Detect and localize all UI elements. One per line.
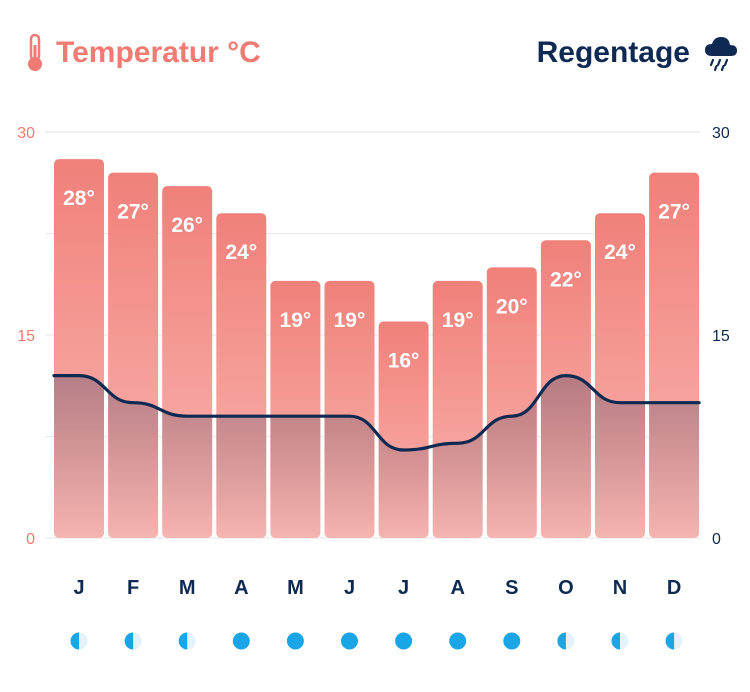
temperature-bar-label: 27° — [658, 201, 690, 224]
month-label: N — [613, 577, 627, 599]
temperature-title-label: Temperatur °C — [56, 36, 261, 69]
water-full-icon — [503, 632, 521, 650]
month-label: M — [287, 577, 304, 599]
temperature-title: Temperatur °C — [24, 30, 261, 76]
month-label: F — [127, 577, 139, 599]
left-axis-tick-label: 30 — [17, 125, 35, 142]
temperature-bar-label: 24° — [225, 241, 257, 264]
water-full-icon — [341, 632, 358, 650]
water-half-icon-fill — [557, 632, 566, 650]
water-half-icon-fill — [70, 632, 79, 650]
month-label: J — [73, 577, 84, 599]
month-label: S — [505, 577, 518, 599]
water-full-icon — [232, 632, 250, 650]
water-half-icon-fill — [178, 632, 188, 650]
right-axis-tick-label: 30 — [712, 125, 730, 142]
month-label: A — [450, 577, 464, 599]
month-label: J — [398, 577, 409, 599]
temperature-bar-label: 22° — [550, 268, 582, 291]
water-half-icon-fill — [665, 632, 675, 650]
thermometer-icon — [28, 33, 42, 71]
temperature-bar-label: 19° — [280, 309, 312, 332]
temperature-bar-label: 24° — [604, 241, 636, 264]
right-axis-tick-label: 0 — [712, 531, 721, 548]
temperature-bar-label: 27° — [117, 201, 149, 224]
water-half-icon-fill — [124, 632, 134, 650]
water-full-icon — [395, 632, 413, 650]
temperature-bar-label: 16° — [388, 349, 420, 372]
month-label: A — [234, 577, 248, 599]
temperature-bar-label: 26° — [171, 214, 203, 237]
left-axis-tick-label: 15 — [17, 328, 35, 345]
month-label: D — [667, 577, 681, 599]
water-half-icon-fill — [611, 632, 620, 650]
rain-days-title-label: Regentage — [536, 36, 690, 69]
rain-days-title: Regentage — [537, 30, 738, 76]
month-label: M — [179, 577, 196, 599]
left-axis-tick-label: 0 — [26, 531, 35, 548]
temperature-bar-label: 20° — [496, 295, 528, 318]
water-full-icon — [286, 632, 304, 650]
temperature-bar-label: 19° — [334, 309, 366, 332]
rain-days-line — [52, 374, 701, 452]
temperature-bar-label: 19° — [442, 309, 474, 332]
temperature-bar-label: 28° — [63, 187, 95, 210]
month-label: O — [558, 577, 574, 599]
month-label: J — [344, 577, 355, 599]
right-axis-tick-label: 15 — [712, 328, 730, 345]
rain-cloud-icon — [705, 37, 737, 72]
water-full-icon — [449, 632, 467, 650]
